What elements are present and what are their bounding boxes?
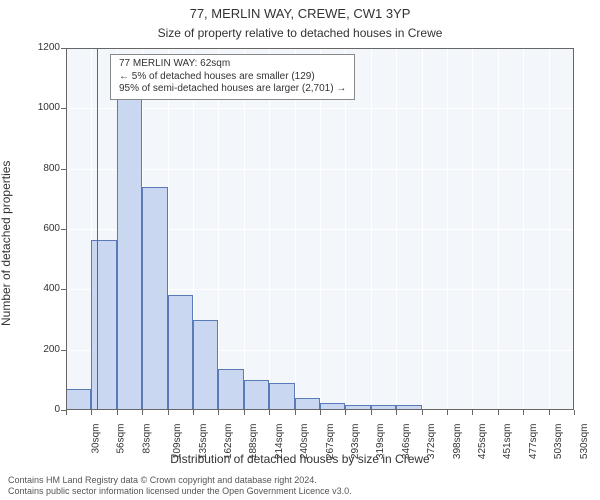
tick-mark [523,410,524,415]
histogram-bar [193,320,218,411]
legend-line-1: 77 MERLIN WAY: 62sqm [119,58,346,71]
histogram-bar [269,383,294,410]
plot-area: 77 MERLIN WAY: 62sqm ← 5% of detached ho… [66,48,574,410]
histogram-bar [396,405,421,410]
legend-line-2: ← 5% of detached houses are smaller (129… [119,71,346,84]
x-tick-label: 30sqm [91,424,102,454]
histogram-bar [218,369,243,410]
histogram-bar [371,405,396,410]
tick-mark [295,410,296,415]
chart-subtitle: Size of property relative to detached ho… [0,26,600,40]
histogram-bar [320,403,345,410]
y-axis-label: Number of detached properties [0,161,13,326]
tick-mark [472,410,473,415]
tick-mark [61,289,66,290]
tick-mark [193,410,194,415]
grid-line-v [574,48,575,410]
chart-title: 77, MERLIN WAY, CREWE, CW1 3YP [0,6,600,21]
y-tick-label: 400 [10,283,60,294]
histogram-bar [244,380,269,410]
y-tick-label: 800 [10,163,60,174]
tick-mark [244,410,245,415]
tick-mark [117,410,118,415]
histogram-bar [91,240,116,410]
y-tick-label: 1000 [10,102,60,113]
tick-mark [549,410,550,415]
y-tick-label: 1200 [10,42,60,53]
y-tick-label: 0 [10,404,60,415]
bars [66,48,574,410]
tick-mark [498,410,499,415]
marker-line [97,48,99,410]
tick-mark [142,410,143,415]
footer-text: Contains HM Land Registry data © Crown c… [8,475,592,496]
tick-mark [61,169,66,170]
y-tick-label: 600 [10,223,60,234]
tick-mark [61,48,66,49]
tick-mark [371,410,372,415]
tick-mark [269,410,270,415]
histogram-bar [142,187,167,410]
tick-mark [61,229,66,230]
tick-mark [61,350,66,351]
footer-line-1: Contains HM Land Registry data © Crown c… [8,475,592,485]
tick-mark [168,410,169,415]
histogram-bar [66,389,91,410]
x-tick-label: 56sqm [116,424,127,454]
histogram-bar [345,405,370,410]
y-tick-label: 200 [10,344,60,355]
histogram-bar [168,295,193,410]
tick-mark [396,410,397,415]
tick-mark [345,410,346,415]
footer-line-2: Contains public sector information licen… [8,486,592,496]
tick-mark [218,410,219,415]
tick-mark [422,410,423,415]
tick-mark [574,410,575,415]
chart-container: 77, MERLIN WAY, CREWE, CW1 3YP Size of p… [0,0,600,500]
legend-box: 77 MERLIN WAY: 62sqm ← 5% of detached ho… [110,54,355,100]
histogram-bar [295,398,320,410]
tick-mark [447,410,448,415]
tick-mark [66,410,67,415]
tick-mark [91,410,92,415]
legend-line-3: 95% of semi-detached houses are larger (… [119,83,346,96]
tick-mark [61,108,66,109]
histogram-bar [117,99,142,410]
x-axis-label: Distribution of detached houses by size … [0,452,600,466]
tick-mark [320,410,321,415]
x-tick-label: 83sqm [141,424,152,454]
